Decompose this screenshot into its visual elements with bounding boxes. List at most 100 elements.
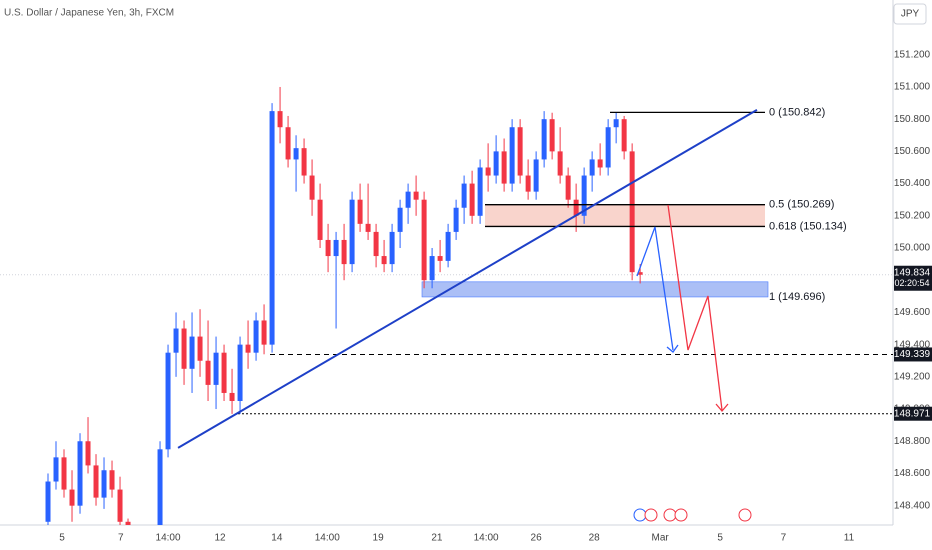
candle-body xyxy=(421,199,427,281)
price-line-box xyxy=(894,406,932,421)
candle-body xyxy=(77,441,83,506)
candle-body xyxy=(501,151,507,184)
event-icon[interactable] xyxy=(674,508,688,522)
candle-body xyxy=(221,352,227,393)
candle-body xyxy=(53,457,59,482)
candle-body xyxy=(357,199,363,224)
candle-body xyxy=(445,231,451,261)
event-icon[interactable] xyxy=(663,508,677,522)
y-tick-label: 149.200 xyxy=(894,371,931,382)
candle-body xyxy=(613,119,619,128)
candle-body xyxy=(69,489,75,506)
blue-projection xyxy=(636,226,674,351)
x-tick-label: Mar xyxy=(652,533,670,544)
candle-body xyxy=(589,159,595,176)
candle-body xyxy=(125,521,131,525)
candle-body xyxy=(477,167,483,216)
candle-body xyxy=(597,159,603,168)
candle-body xyxy=(405,191,411,208)
candle-body xyxy=(325,239,331,257)
countdown-label: 02:20:54 xyxy=(894,278,929,288)
candle-body xyxy=(173,328,179,353)
current-price-label: 149.834 xyxy=(894,267,931,278)
candle-body xyxy=(317,199,323,240)
price-line-label: 148.971 xyxy=(894,408,931,419)
candle-body xyxy=(269,111,275,345)
candle-body xyxy=(309,175,315,200)
candle-body xyxy=(389,231,395,265)
candle-body xyxy=(429,256,435,281)
candle-body xyxy=(285,127,291,160)
current-price-box xyxy=(894,265,932,291)
candle-body xyxy=(61,457,67,490)
x-tick-label: 14:00 xyxy=(474,533,499,544)
candle-body xyxy=(453,207,459,232)
x-tick-label: 5 xyxy=(59,533,65,544)
candle-body xyxy=(517,127,523,176)
candle-body xyxy=(349,199,355,265)
candle-body xyxy=(197,336,203,361)
red-arrowhead xyxy=(715,403,729,412)
event-icon[interactable] xyxy=(633,508,647,522)
y-tick-label: 151.200 xyxy=(894,49,931,60)
candle-body xyxy=(461,183,467,208)
candle-body xyxy=(157,449,163,525)
candle-body xyxy=(629,151,635,273)
symbol-title: U.S. Dollar / Japanese Yen, 3h, FXCM xyxy=(4,8,174,19)
candle-body xyxy=(533,159,539,192)
candle-body xyxy=(109,470,115,490)
x-tick-label: 14:00 xyxy=(315,533,340,544)
candle-body xyxy=(485,167,491,176)
x-tick-label: 14:00 xyxy=(156,533,181,544)
blue-arrowhead xyxy=(666,344,679,353)
candle-body xyxy=(229,392,235,401)
x-tick-label: 19 xyxy=(373,533,385,544)
candle-body xyxy=(637,272,643,275)
x-tick-label: 26 xyxy=(531,533,543,544)
currency-button[interactable] xyxy=(893,3,927,25)
candle-body xyxy=(189,336,195,369)
candle-body xyxy=(437,256,443,261)
fib-label: 0.5 (150.269) xyxy=(769,199,834,211)
event-icon[interactable] xyxy=(644,508,658,522)
candle-body xyxy=(213,352,219,385)
x-tick-label: 7 xyxy=(118,533,124,544)
candle-body xyxy=(165,352,171,450)
candle-body xyxy=(341,239,347,265)
candle-body xyxy=(565,175,571,200)
fib-zone xyxy=(485,204,765,227)
y-tick-label: 150.000 xyxy=(894,243,931,254)
y-tick-label: 150.800 xyxy=(894,114,931,125)
x-tick-label: 14 xyxy=(271,533,283,544)
candle-body xyxy=(469,183,475,216)
fib-label: 1 (149.696) xyxy=(769,291,825,303)
candle-body xyxy=(525,175,531,192)
candle-body xyxy=(509,127,515,184)
candle-body xyxy=(261,320,267,345)
candle-body xyxy=(365,223,371,232)
y-tick-label: 149.600 xyxy=(894,307,931,318)
y-tick-label: 150.200 xyxy=(894,210,931,221)
candle-body xyxy=(277,111,283,128)
candle-body xyxy=(541,119,547,160)
candle-body xyxy=(333,239,339,257)
y-tick-label: 151.000 xyxy=(894,82,931,93)
candle-body xyxy=(397,207,403,232)
y-tick-label: 150.400 xyxy=(894,178,931,189)
x-tick-label: 28 xyxy=(589,533,601,544)
fib-label: 0.618 (150.134) xyxy=(769,220,847,232)
candle-body xyxy=(373,231,379,257)
candle-body xyxy=(581,175,587,216)
event-icon[interactable] xyxy=(738,508,752,522)
candle-body xyxy=(413,191,419,200)
candle-body xyxy=(237,344,243,401)
candle-body xyxy=(45,481,51,522)
x-tick-label: 21 xyxy=(431,533,443,544)
candle-body xyxy=(557,151,563,176)
x-tick-label: 5 xyxy=(717,533,723,544)
price-line-label: 149.339 xyxy=(894,349,931,360)
candle-body xyxy=(245,344,251,353)
event-icons xyxy=(633,508,752,522)
y-tick-label: 148.400 xyxy=(894,500,931,511)
